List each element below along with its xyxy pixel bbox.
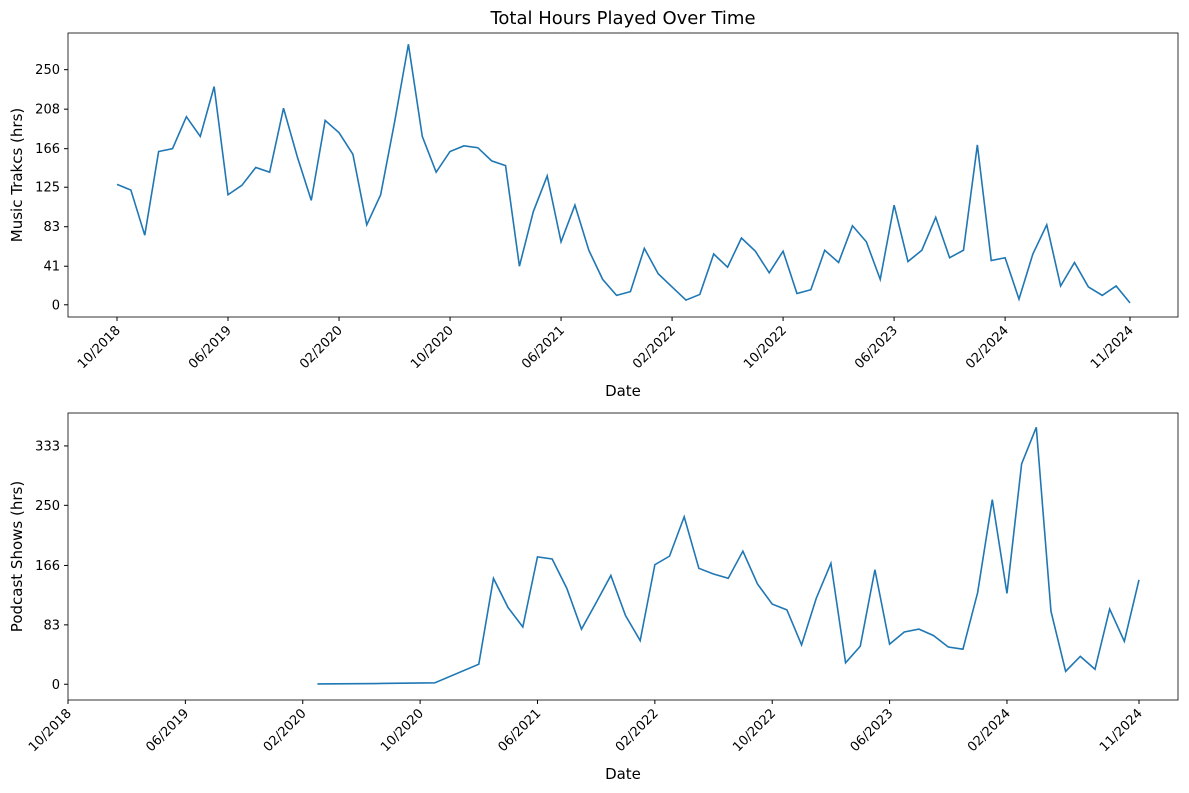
y-tick-label: 83 — [43, 618, 60, 633]
y-tick-label: 208 — [35, 103, 60, 118]
x-tick-label: 06/2019 — [143, 706, 192, 755]
x-tick-label: 10/2018 — [26, 706, 75, 755]
y-tick-label: 0 — [52, 678, 60, 693]
x-tick-label: 02/2022 — [613, 706, 662, 755]
x-tick-label: 02/2020 — [297, 323, 346, 372]
x-tick-label: 10/2022 — [741, 323, 790, 372]
plot-frame — [67, 32, 1179, 318]
x-tick-label: 02/2020 — [261, 706, 310, 755]
y-axis-label: Podcast Shows (hrs) — [8, 481, 26, 632]
x-tick-label: 06/2021 — [519, 323, 568, 372]
x-axis-label: Date — [605, 765, 641, 783]
y-tick-label: 41 — [43, 260, 60, 275]
data-line — [116, 44, 1131, 304]
x-tick-label: 06/2021 — [496, 706, 545, 755]
x-tick-label: 06/2023 — [852, 323, 901, 372]
chart-title: Total Hours Played Over Time — [489, 8, 755, 29]
x-tick-label: 06/2019 — [186, 323, 235, 372]
x-tick-label: 02/2024 — [963, 323, 1012, 372]
y-tick-label: 83 — [43, 220, 60, 235]
x-tick-label: 10/2018 — [75, 323, 124, 372]
y-axis-label: Music Trakcs (hrs) — [8, 108, 26, 242]
x-tick-label: 10/2020 — [408, 323, 457, 372]
y-tick-label: 166 — [35, 559, 60, 574]
x-axis-label: Date — [605, 382, 641, 400]
x-tick-label: 10/2020 — [378, 706, 427, 755]
y-tick-label: 250 — [35, 63, 60, 78]
y-tick-label: 0 — [52, 298, 60, 313]
y-tick-label: 333 — [35, 439, 60, 454]
x-tick-label: 02/2022 — [630, 323, 679, 372]
x-tick-label: 11/2024 — [1097, 706, 1146, 755]
x-tick-label: 11/2024 — [1088, 323, 1137, 372]
y-tick-label: 250 — [35, 499, 60, 514]
data-line — [317, 427, 1140, 685]
x-tick-label: 02/2024 — [965, 706, 1014, 755]
plot-frame — [67, 412, 1179, 701]
y-tick-label: 125 — [35, 181, 60, 196]
x-tick-label: 10/2022 — [730, 706, 779, 755]
x-tick-label: 06/2023 — [848, 706, 897, 755]
y-tick-label: 166 — [35, 142, 60, 157]
